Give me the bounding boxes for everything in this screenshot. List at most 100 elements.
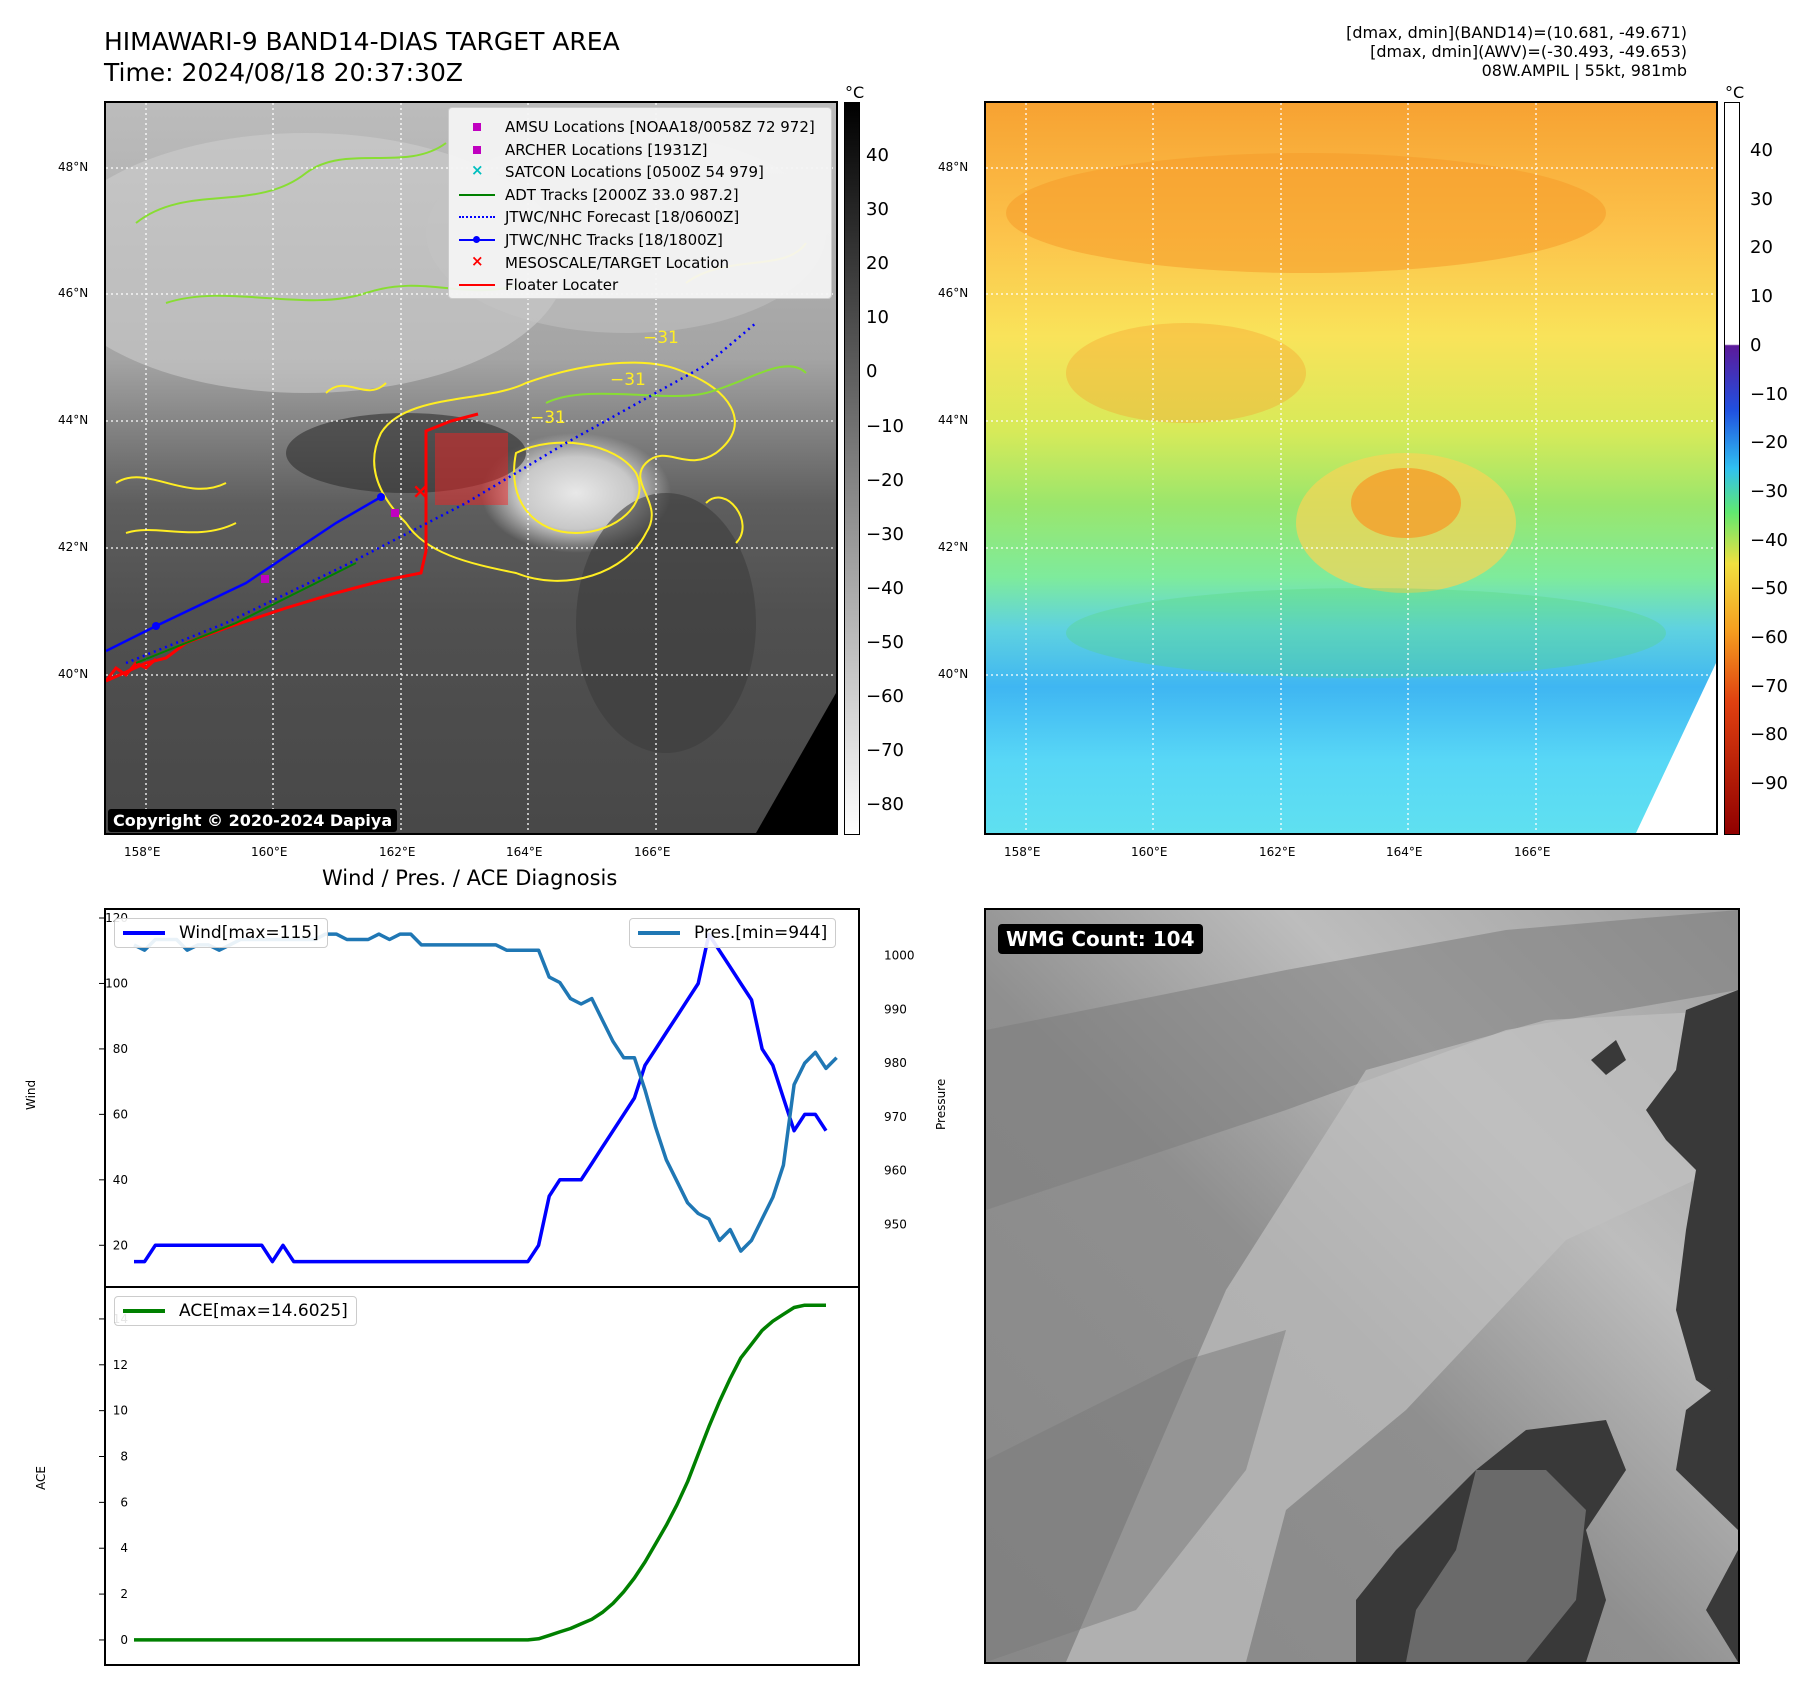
y-right-tick-label: 960 [884, 1164, 907, 1178]
lon-tick-label: 158°E [124, 845, 161, 859]
ace-legend-label: ACE[max=14.6025] [179, 1301, 348, 1321]
colorbar-tick-label: 30 [866, 199, 889, 221]
colorbar-tick-label: 40 [1750, 140, 1773, 161]
lat-tick-label: 44°N [58, 413, 89, 427]
wmg-image [986, 910, 1738, 1662]
lat-tick-label: 42°N [938, 540, 969, 554]
lat-tick-label: 46°N [938, 286, 969, 300]
title-line-2: Time: 2024/08/18 20:37:30Z [104, 58, 463, 87]
lon-tick-label: 160°E [1131, 845, 1168, 859]
lat-tick-label: 46°N [58, 286, 89, 300]
y-right-tick-label: 970 [884, 1110, 907, 1124]
ace-chart: 14121086420 [99, 1286, 860, 1666]
y-tick-label: 12 [113, 1358, 128, 1372]
colorbar-tick-label: 40 [866, 145, 889, 166]
y-right-tick-label: 950 [884, 1217, 907, 1231]
diagnosis-chart-title: Wind / Pres. / ACE Diagnosis [322, 866, 618, 890]
info-line-1: [dmax, dmin](BAND14)=(10.681, -49.671) [1346, 23, 1687, 42]
copyright-label: Copyright © 2020-2024 Dapiya [108, 809, 398, 832]
awv-colorbar [1724, 102, 1740, 835]
awv-map-panel [984, 101, 1718, 835]
colorbar-tick-label: −30 [1750, 480, 1788, 502]
legend-symbol-icon [457, 139, 497, 161]
map-legend-label: JTWC/NHC Forecast [18/0600Z] [505, 208, 740, 227]
band14-colorbar [844, 102, 860, 835]
legend-symbol-icon: × [471, 251, 484, 270]
colorbar-tick-label: −10 [1750, 383, 1788, 405]
colorbar-tick-label: −90 [1750, 773, 1788, 795]
wind-legend-label: Wind[max=115] [179, 923, 319, 943]
ace-axis-label: ACE [34, 1466, 48, 1490]
pressure-legend-swatch [638, 931, 680, 935]
y-tick-label: 6 [120, 1495, 128, 1509]
ace-legend: ACE[max=14.6025] [114, 1296, 357, 1326]
colorbar-unit: °C [1725, 83, 1745, 102]
map-legend-entry: JTWC/NHC Forecast [18/0600Z] [457, 206, 739, 228]
y-tick-label: 8 [120, 1450, 128, 1464]
lat-tick-label: 48°N [58, 160, 89, 174]
awv-map [986, 103, 1716, 833]
colorbar-tick-label: −70 [866, 740, 904, 762]
map-legend-label: Floater Locater [505, 276, 619, 295]
colorbar-tick-label: 10 [1750, 286, 1773, 308]
pressure-legend-label: Pres.[min=944] [694, 923, 828, 943]
contour-label: −31 [530, 408, 566, 428]
legend-symbol-icon [457, 229, 497, 251]
lon-tick-label: 166°E [1514, 845, 1551, 859]
contour-label: −31 [643, 328, 679, 348]
jtwc-track [106, 495, 382, 653]
y-tick-label: 80 [113, 1042, 128, 1056]
figure-title: HIMAWARI-9 BAND14-DIAS TARGET AREA Time:… [104, 26, 620, 88]
colorbar-tick-label: −40 [866, 577, 904, 599]
colorbar-tick-label: −30 [866, 523, 904, 545]
title-line-1: HIMAWARI-9 BAND14-DIAS TARGET AREA [104, 27, 620, 56]
colorbar-tick-label: −60 [1750, 627, 1788, 648]
wmg-count-badge: WMG Count: 104 [998, 924, 1203, 954]
y-right-tick-label: 990 [884, 1002, 907, 1016]
amsu-location-marker [261, 575, 269, 583]
y-tick-label: 0 [120, 1633, 128, 1647]
target-location-marker: × [412, 479, 429, 503]
map-legend-entry: JTWC/NHC Tracks [18/1800Z] [457, 229, 723, 251]
lon-tick-label: 164°E [506, 845, 543, 859]
floater-locator-track [106, 412, 479, 683]
wind-pressure-chart: 120100806040201000990980970960950 [99, 908, 915, 1288]
lon-tick-label: 162°E [379, 845, 416, 859]
colorbar-tick-label: 10 [866, 307, 889, 329]
lat-tick-label: 44°N [938, 413, 969, 427]
lon-tick-label: 160°E [251, 845, 288, 859]
lon-tick-label: 162°E [1259, 845, 1296, 859]
ace-legend-swatch [123, 1309, 165, 1313]
jtwc-track-point [377, 493, 385, 501]
band14-map-panel: × −31 −31 −31 AMSU Locations [NOAA18/005… [104, 101, 838, 835]
colorbar-tick-label: 30 [1750, 188, 1773, 210]
info-line-3: 08W.AMPIL | 55kt, 981mb [1481, 61, 1687, 80]
jtwc-track-point [152, 622, 160, 630]
colorbar-tick-label: −20 [866, 469, 904, 491]
map-legend-entry: × SATCON Locations [0500Z 54 979] [457, 161, 764, 183]
y-tick-label: 100 [105, 976, 128, 990]
colorbar-tick-label: −40 [1750, 529, 1788, 551]
diagnostic-info: [dmax, dmin](BAND14)=(10.681, -49.671) [… [1346, 23, 1687, 80]
colorbar-tick-label: −70 [1750, 675, 1788, 697]
map-legend-label: SATCON Locations [0500Z 54 979] [505, 163, 764, 182]
lon-tick-label: 164°E [1386, 845, 1423, 859]
pressure-legend: Pres.[min=944] [629, 918, 837, 948]
y-tick-label: 60 [113, 1107, 128, 1121]
wind-legend: Wind[max=115] [114, 918, 328, 948]
legend-symbol-icon [457, 274, 497, 296]
map-legend-label: ARCHER Locations [1931Z] [505, 140, 708, 159]
adt-track [135, 562, 357, 664]
colorbar-tick-label: −80 [1750, 724, 1788, 746]
map-legend-entry: ADT Tracks [2000Z 33.0 987.2] [457, 184, 739, 206]
lat-tick-label: 42°N [58, 540, 89, 554]
legend-symbol-icon: × [471, 161, 484, 180]
wind-legend-swatch [123, 931, 165, 935]
map-legend-entry: × MESOSCALE/TARGET Location [457, 252, 729, 274]
colorbar-tick-label: −50 [866, 631, 904, 653]
colorbar-unit: °C [845, 83, 865, 102]
map-legend: AMSU Locations [NOAA18/0058Z 72 972] ARCH… [448, 107, 832, 299]
legend-symbol-icon [457, 116, 497, 138]
lat-tick-label: 40°N [938, 667, 969, 681]
map-legend-entry: AMSU Locations [NOAA18/0058Z 72 972] [457, 116, 815, 138]
